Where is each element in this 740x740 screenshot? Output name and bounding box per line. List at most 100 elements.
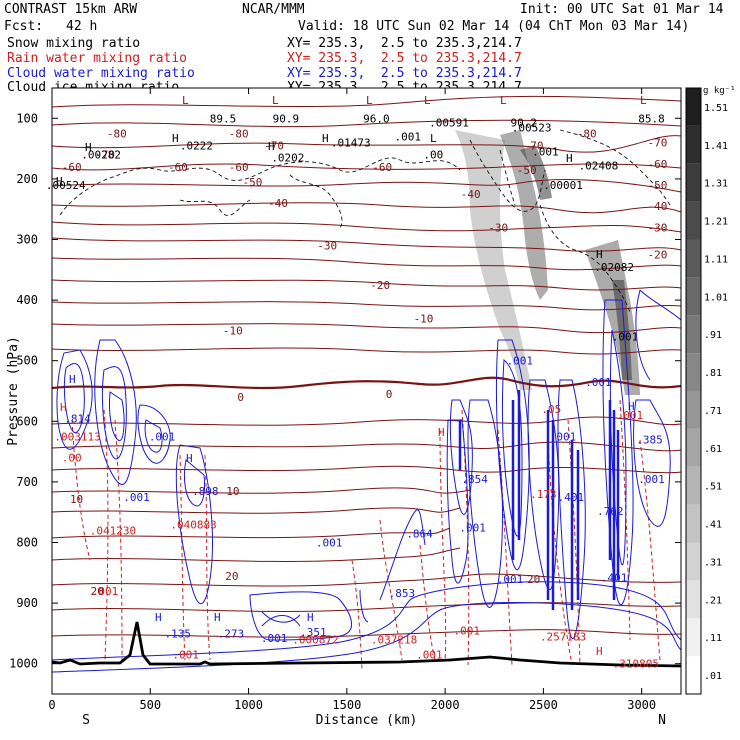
colorbar-outline: [685, 87, 702, 695]
svg-text:H: H: [69, 373, 76, 386]
isotherm-label: 10: [226, 485, 239, 498]
snow-label: .0222: [180, 140, 213, 153]
isotherm-label: -50: [517, 164, 537, 177]
colorbar-label: 1.51: [704, 103, 728, 114]
isotherm-label: 20: [527, 573, 540, 586]
snow-label: .00001: [543, 179, 583, 192]
svg-text:L: L: [182, 94, 189, 107]
colorbar-cell: [686, 542, 701, 581]
isotherm-label: 10: [70, 493, 83, 506]
plot-area: [52, 88, 681, 694]
model-title: CONTRAST 15km ARW: [4, 2, 138, 17]
svg-text:L: L: [500, 94, 507, 107]
hl-markers: L L L L L L H H H H L H H H H H H H H H …: [56, 94, 647, 658]
snow-label: .01473: [331, 137, 371, 150]
x-tick-label: 0: [48, 698, 55, 712]
svg-text:H: H: [85, 141, 92, 154]
rain-label: .310805: [613, 658, 659, 671]
snow-label: 85.8: [638, 112, 665, 125]
colorbar-label: .71: [704, 406, 722, 417]
svg-text:H: H: [155, 611, 162, 624]
svg-text:H: H: [322, 132, 329, 145]
snow-label: .00282: [81, 149, 121, 162]
cloud-water-label: .898: [192, 485, 219, 498]
colorbar-label: 1.31: [704, 179, 728, 190]
y-tick-label: 500: [16, 354, 38, 368]
isotherm-label: -30: [647, 221, 667, 234]
y-tick-label: 1000: [9, 657, 38, 671]
cloud-water-label: .864: [406, 527, 433, 540]
colorbar-label: .91: [704, 330, 722, 341]
snow-label: .00523: [512, 121, 552, 134]
colorbar-label: .31: [704, 557, 722, 568]
isotherm-label: -60: [647, 158, 667, 171]
legend-snow-name: Snow mixing ratio: [7, 36, 141, 51]
legend-cloudwater-name: Cloud water mixing ratio: [7, 66, 195, 81]
isotherm-label: -60: [168, 161, 188, 174]
x-tick-label: 1000: [234, 698, 263, 712]
rain-label: .041230: [90, 524, 136, 537]
x-tick-label: 2500: [529, 698, 558, 712]
colorbar-cell: [686, 504, 701, 543]
y-tick-label: 100: [16, 111, 38, 125]
rain-label: .037218: [371, 633, 417, 646]
svg-text:H: H: [60, 401, 67, 414]
cloud-water-label: .814: [64, 412, 91, 425]
cloud-water-label: .001: [459, 521, 486, 534]
svg-text:H: H: [186, 452, 193, 465]
rain-label: .040883: [170, 518, 216, 531]
y-axis-label: Pressure (hPa): [6, 336, 21, 446]
cloud-water-contours: [51, 289, 682, 673]
isotherm-label: -50: [647, 179, 667, 192]
isotherm-label: -70: [264, 140, 284, 153]
rain-label: .00: [62, 452, 82, 465]
isotherm-label: 20: [91, 585, 104, 598]
plot-border: [51, 87, 682, 695]
isotherm-label: -80: [577, 127, 597, 140]
colorbar-label: .61: [704, 444, 722, 455]
rain-label: .001: [453, 624, 480, 637]
legend-cloudwater-xy: XY= 235.3, 2.5 to 235.3,214.7: [287, 66, 522, 81]
legend-rain-name: Rain water mixing ratio: [7, 51, 188, 66]
isotherm-label: -50: [243, 176, 263, 189]
isotherm-zero: [51, 376, 682, 390]
svg-text:H: H: [268, 140, 275, 153]
colorbar-label: .01: [704, 671, 722, 682]
snow-label: 90.2: [511, 117, 538, 130]
colorbar-unit: g kg⁻¹: [703, 86, 736, 96]
cloud-water-label: .401: [601, 572, 628, 585]
colorbar-label: .11: [704, 633, 722, 644]
colorbar-cell: [686, 125, 701, 164]
colorbar-cell: [686, 580, 701, 619]
colorbar-cell: [686, 618, 701, 657]
colorbar-label: 1.21: [704, 217, 728, 228]
isotherm-label: -10: [414, 312, 434, 325]
snow-label: 90.9: [273, 112, 300, 125]
svg-text:L: L: [640, 94, 647, 107]
cloud-water-label: .854: [461, 473, 488, 486]
legend-snow-xy: XY= 235.3, 2.5 to 235.3,214.7: [287, 36, 522, 51]
y-tick-label: 300: [16, 233, 38, 247]
rain-label: .257183: [540, 630, 586, 643]
isotherm-label: -20: [647, 249, 667, 262]
colorbar-label: .21: [704, 595, 722, 606]
isotherm-label: -70: [524, 140, 544, 153]
colorbar-cell: [686, 201, 701, 240]
x-axis-label: Distance (km): [316, 713, 418, 728]
colorbar-cell: [686, 353, 701, 391]
snow-contours: [59, 129, 671, 313]
rain-label: .173: [530, 488, 557, 501]
fcst-value: 42 h: [66, 19, 98, 34]
x-tick-label: 3000: [627, 698, 656, 712]
svg-text:H: H: [596, 645, 603, 658]
cloud-water-label: .135: [165, 627, 192, 640]
colorbar-label: 1.41: [704, 141, 728, 152]
cloud-water-label: .001: [261, 632, 288, 645]
snow-label: .00524: [46, 179, 86, 192]
snow-label: .0202: [271, 152, 304, 165]
cloud-water-label: .853: [389, 587, 416, 600]
snow-label: .02082: [594, 261, 634, 274]
north-label: N: [658, 713, 666, 728]
svg-text:L: L: [366, 94, 373, 107]
svg-text:H: H: [172, 132, 179, 145]
